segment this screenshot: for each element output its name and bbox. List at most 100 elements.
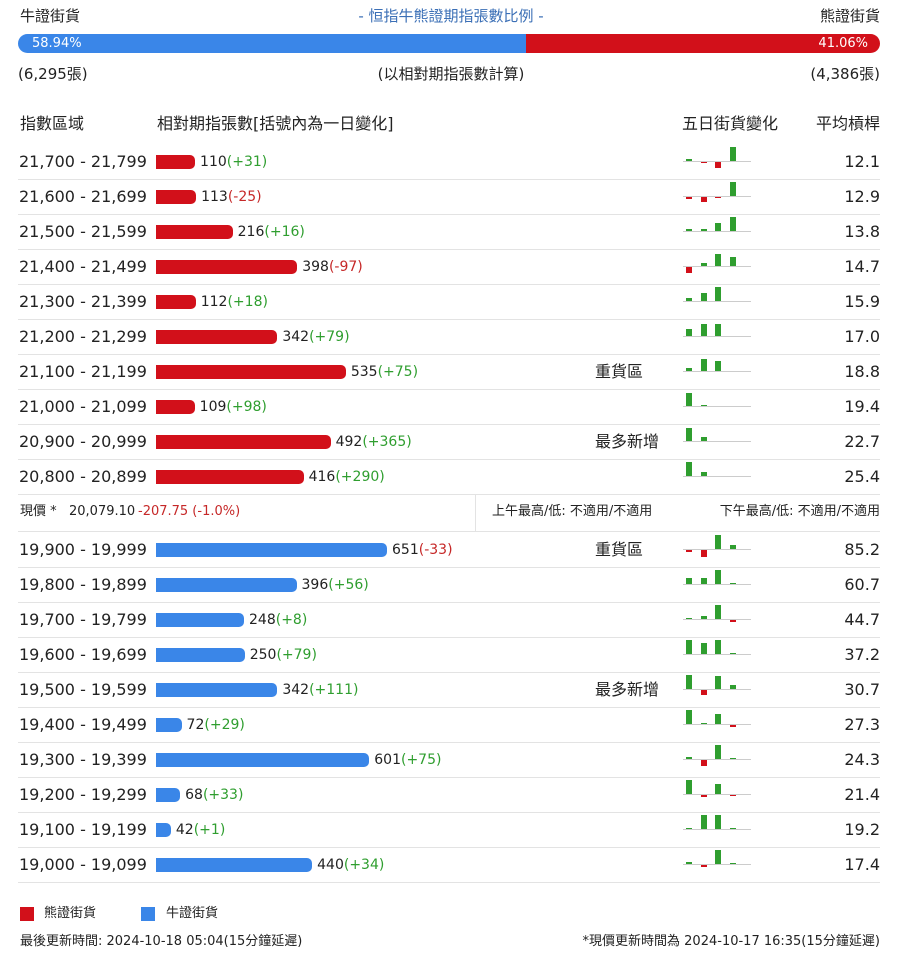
leverage: 12.1 — [844, 152, 880, 171]
legend-swatch — [20, 907, 34, 921]
zone-tag: 重貨區 — [595, 362, 644, 381]
five-day-baseline — [683, 724, 751, 725]
contracts-value: 342 — [282, 682, 310, 698]
leverage: 37.2 — [844, 645, 880, 664]
five-day-bar — [700, 578, 707, 584]
five-day-bar — [715, 361, 721, 371]
row-divider — [18, 319, 880, 320]
five-day-bar — [686, 780, 692, 794]
leverage: 22.7 — [844, 432, 880, 451]
five-day-bar — [715, 197, 721, 198]
contracts-cell: 250(+79) — [250, 645, 317, 665]
contracts-bar — [156, 718, 182, 732]
price-divider — [475, 494, 476, 531]
contracts-change: (+75) — [400, 752, 442, 768]
five-day-bar — [715, 535, 721, 549]
five-day-bar — [686, 757, 692, 759]
five-day-bar — [715, 850, 721, 864]
contracts-value: 651 — [392, 542, 419, 558]
leverage: 27.3 — [844, 715, 880, 734]
contracts-change: (-25) — [227, 189, 262, 205]
five-day-bar — [686, 329, 692, 336]
bull-total: (6,295張) — [18, 65, 88, 83]
five-day-bar — [686, 618, 692, 619]
leverage: 17.0 — [844, 327, 880, 346]
five-day-bar — [729, 653, 736, 654]
row-divider — [18, 672, 880, 673]
contracts-cell: 440(+34) — [317, 855, 384, 875]
contracts-change: (+8) — [275, 612, 308, 628]
five-day-baseline — [683, 301, 751, 302]
contracts-cell: 248(+8) — [249, 610, 307, 630]
row-divider — [18, 284, 880, 285]
contracts-change: (+79) — [309, 329, 350, 345]
leverage: 85.2 — [844, 540, 880, 559]
five-day-bar — [686, 428, 692, 441]
five-day-bar — [715, 745, 721, 759]
index-range: 20,800 - 20,899 — [19, 467, 147, 486]
five-day-bar — [729, 583, 736, 584]
index-range: 19,500 - 19,599 — [19, 680, 147, 699]
row-divider — [18, 777, 880, 778]
five-day-bar — [700, 643, 707, 654]
legend-label: 牛證街貨 — [166, 906, 219, 921]
row-divider — [18, 354, 880, 355]
five-day-bar — [700, 229, 707, 231]
five-day-baseline — [683, 759, 751, 760]
contracts-bar — [156, 435, 331, 449]
five-day-baseline — [683, 336, 751, 337]
five-day-bar — [686, 550, 692, 552]
contracts-change: (+98) — [226, 399, 267, 415]
contracts-bar — [156, 753, 370, 767]
contracts-cell: 396(+56) — [302, 575, 369, 595]
row-divider — [18, 459, 880, 460]
total-note: (以相對期指張數計算) — [377, 65, 525, 83]
index-range: 19,200 - 19,299 — [19, 785, 147, 804]
contracts-cell: 342(+79) — [282, 327, 349, 347]
leverage: 12.9 — [844, 187, 880, 206]
contracts-cell: 416(+290) — [309, 467, 385, 487]
leverage: 15.9 — [844, 292, 880, 311]
row-divider — [18, 531, 880, 532]
contracts-value: 112 — [200, 294, 228, 310]
five-day-bar — [715, 162, 721, 168]
index-range: 20,900 - 20,999 — [19, 432, 147, 451]
row-divider — [18, 882, 880, 883]
row-divider — [18, 494, 880, 495]
five-day-bar — [715, 605, 721, 619]
contracts-change: (+56) — [328, 577, 369, 593]
five-day-bar — [686, 675, 692, 689]
contracts-cell: 72(+29) — [187, 715, 245, 735]
row-divider — [18, 637, 880, 638]
five-day-bar — [729, 863, 736, 864]
title: - 恒指牛熊證期指張數比例 - — [358, 7, 544, 25]
five-day-bar — [729, 545, 736, 549]
five-day-bar — [715, 223, 721, 231]
five-day-bar — [715, 254, 721, 266]
zone-tag: 重貨區 — [595, 540, 644, 559]
contracts-value: 396 — [301, 577, 329, 593]
five-day-bar — [729, 828, 736, 829]
index-range: 19,000 - 19,099 — [19, 855, 147, 874]
bear-ratio-bar — [526, 34, 880, 53]
leverage: 44.7 — [844, 610, 880, 629]
leverage: 19.4 — [844, 397, 880, 416]
bear-total: (4,386張) — [810, 65, 880, 83]
five-day-bar — [700, 405, 707, 406]
index-range: 19,900 - 19,999 — [19, 540, 147, 559]
five-day-bar — [686, 298, 692, 301]
five-day-bar — [686, 462, 692, 476]
index-range: 19,700 - 19,799 — [19, 610, 147, 629]
bull-label: 牛證街貨 — [20, 7, 81, 25]
index-range: 19,300 - 19,399 — [19, 750, 147, 769]
index-range: 21,600 - 21,699 — [19, 187, 147, 206]
row-divider — [18, 707, 880, 708]
five-day-baseline — [683, 549, 751, 550]
five-day-bar — [700, 359, 707, 371]
contracts-bar — [156, 295, 196, 309]
contracts-cell: 535(+75) — [351, 362, 418, 382]
contracts-value: 216 — [237, 224, 265, 240]
index-range: 21,500 - 21,599 — [19, 222, 147, 241]
contracts-bar — [156, 155, 196, 169]
